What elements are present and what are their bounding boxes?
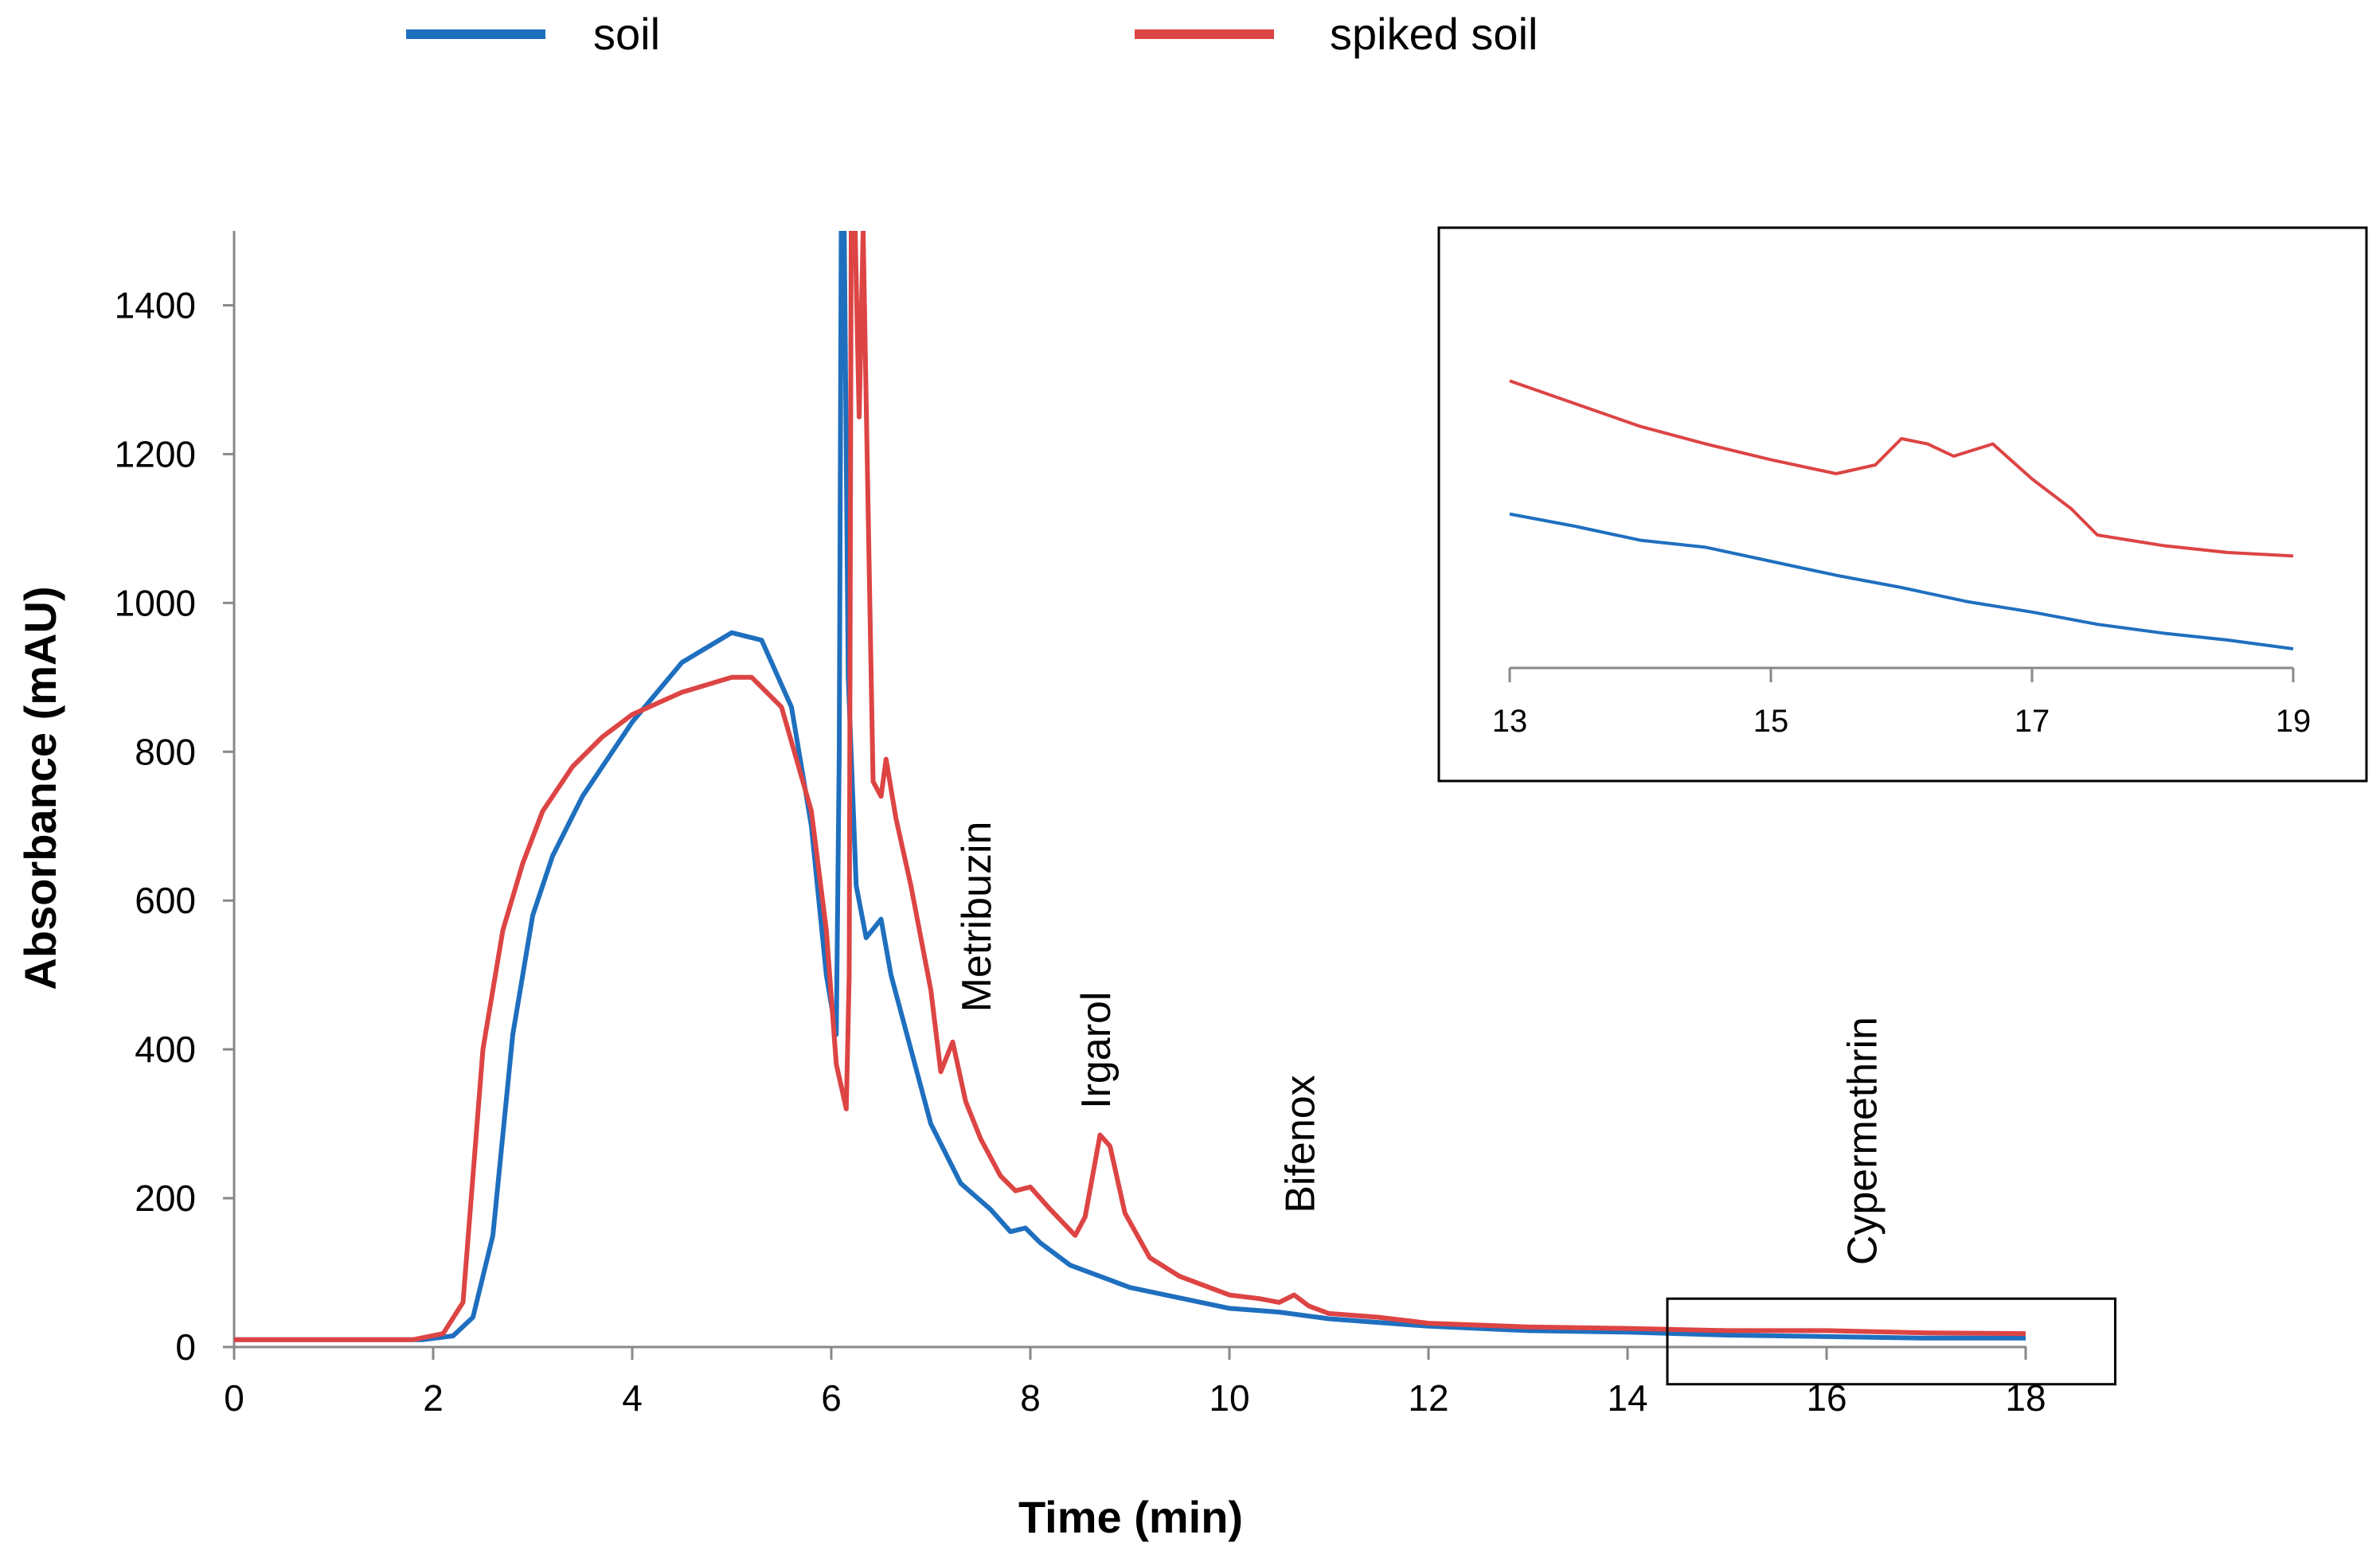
soil-series-line bbox=[234, 231, 2026, 1342]
series-layer bbox=[234, 231, 2026, 1342]
y-axis-title: Absorbance (mAU) bbox=[15, 586, 65, 990]
y-tick-label: 800 bbox=[135, 731, 196, 772]
y-tick-label: 1400 bbox=[115, 284, 196, 326]
y-tick-label: 1200 bbox=[115, 433, 196, 474]
annotation-metribuzin: Metribuzin bbox=[954, 822, 1000, 1013]
x-tick-label: 12 bbox=[1408, 1377, 1448, 1419]
y-ticks: 0 200 400 600 800 1000 1200 1400 bbox=[115, 284, 234, 1368]
y-tick-label: 0 bbox=[175, 1326, 196, 1368]
x-tick-label: 6 bbox=[821, 1377, 842, 1419]
x-ticks: 0 2 4 6 8 10 12 14 16 18 bbox=[224, 1347, 2046, 1419]
inset-x-tick-label: 15 bbox=[1753, 704, 1789, 739]
inset-x-tick-label: 13 bbox=[1492, 704, 1528, 739]
y-tick-label: 1000 bbox=[115, 582, 196, 623]
y-tick-label: 200 bbox=[135, 1177, 196, 1219]
y-tick-label: 400 bbox=[135, 1029, 196, 1070]
inset-x-ticks: 13 15 17 19 bbox=[1492, 668, 2312, 739]
spiked-soil-series-line bbox=[234, 231, 2026, 1342]
x-axis-title: Time (min) bbox=[1018, 1492, 1243, 1542]
inset-spiked-soil-series-line bbox=[1509, 379, 2294, 558]
x-tick-label: 8 bbox=[1020, 1377, 1041, 1419]
inset-soil-series-line bbox=[1509, 512, 2294, 650]
inset-series-layer bbox=[1509, 379, 2294, 650]
inset-x-tick-label: 17 bbox=[2015, 704, 2050, 739]
legend-label-soil: soil bbox=[593, 9, 660, 59]
inset-x-tick-label: 19 bbox=[2276, 704, 2312, 739]
inset-panel: 13 15 17 19 bbox=[1437, 226, 2368, 783]
highlight-region-box bbox=[1666, 1297, 2116, 1386]
x-tick-label: 0 bbox=[224, 1377, 244, 1419]
y-tick-label: 600 bbox=[135, 880, 196, 921]
annotation-irgarol: Irgarol bbox=[1073, 992, 1120, 1109]
annotation-bifenox: Bifenox bbox=[1277, 1075, 1323, 1212]
x-tick-label: 14 bbox=[1607, 1377, 1647, 1419]
annotation-cypermethrin: Cypermethrin bbox=[1840, 1017, 1886, 1265]
legend-label-spiked-soil: spiked soil bbox=[1330, 9, 1538, 59]
x-tick-label: 4 bbox=[622, 1377, 643, 1419]
inset-frame bbox=[1437, 226, 2368, 783]
legend: soil spiked soil bbox=[406, 9, 1538, 59]
x-tick-label: 10 bbox=[1209, 1377, 1249, 1419]
annotations: Metribuzin Irgarol Bifenox Cypermethrin bbox=[954, 822, 1886, 1266]
x-tick-label: 2 bbox=[423, 1377, 444, 1419]
